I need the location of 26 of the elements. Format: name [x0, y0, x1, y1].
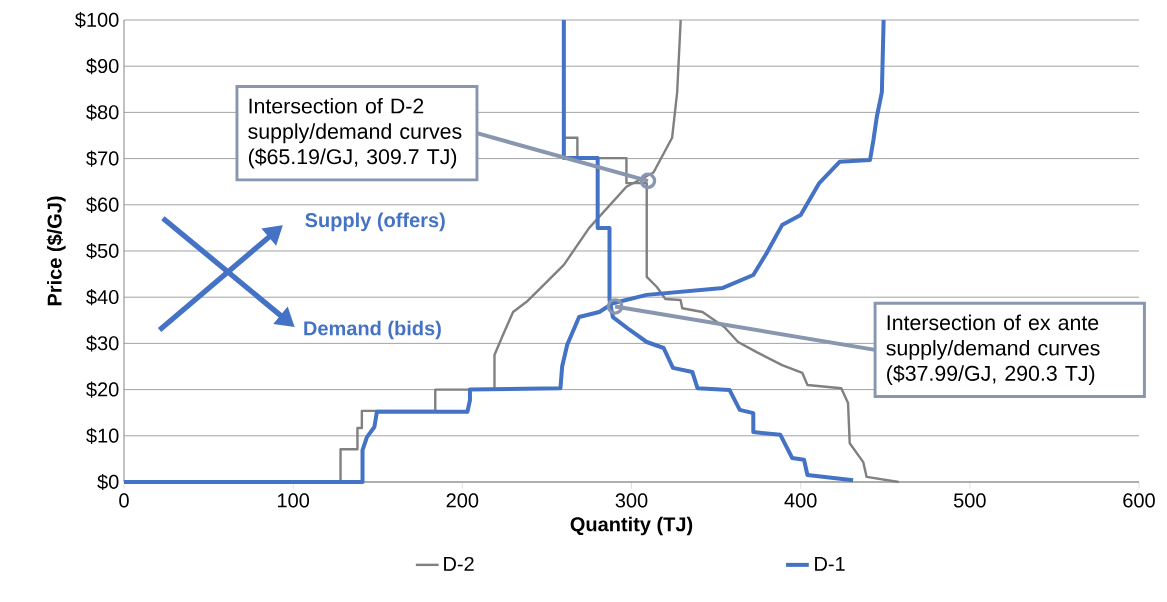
y-tick-label: $100 — [75, 11, 119, 29]
legend-label: D-1 — [815, 556, 845, 571]
annotation: Demand (bids) — [304, 320, 441, 340]
y-tick-label: $70 — [86, 150, 119, 167]
x-tick-label: 600 — [1123, 493, 1155, 508]
legend-label: D-2 — [444, 556, 474, 571]
y-tick-label: $80 — [86, 104, 119, 121]
y-tick-label: $30 — [86, 335, 119, 352]
y-tick-label: $90 — [86, 58, 119, 75]
x-tick-label: 400 — [784, 493, 817, 508]
x-tick-label: 0 — [119, 493, 129, 508]
annotation: Intersection of ex ante supply/demand curves ($37.99/GJ, 290.3 TJ) — [886, 314, 1100, 386]
y-axis-title: Price ($/GJ) — [46, 196, 66, 306]
y-tick-label: $60 — [86, 196, 119, 213]
annotation: Intersection of D-2 supply/demand curves ($65.19/GJ, 309.7 TJ) — [248, 97, 462, 169]
x-tick-label: 100 — [278, 493, 310, 508]
x-axis-title: Quantity (TJ) — [570, 516, 693, 536]
x-tick-label: 500 — [953, 493, 986, 508]
y-tick-label: $10 — [86, 427, 119, 444]
y-tick-label: $50 — [86, 242, 119, 260]
annotation: Supply (offers) — [305, 212, 445, 232]
x-tick-label: 200 — [446, 493, 479, 508]
y-tick-label: $40 — [86, 289, 119, 306]
y-tick-label: $0 — [97, 473, 119, 491]
x-tick-label: 300 — [615, 493, 648, 508]
y-tick-label: $20 — [86, 381, 119, 398]
